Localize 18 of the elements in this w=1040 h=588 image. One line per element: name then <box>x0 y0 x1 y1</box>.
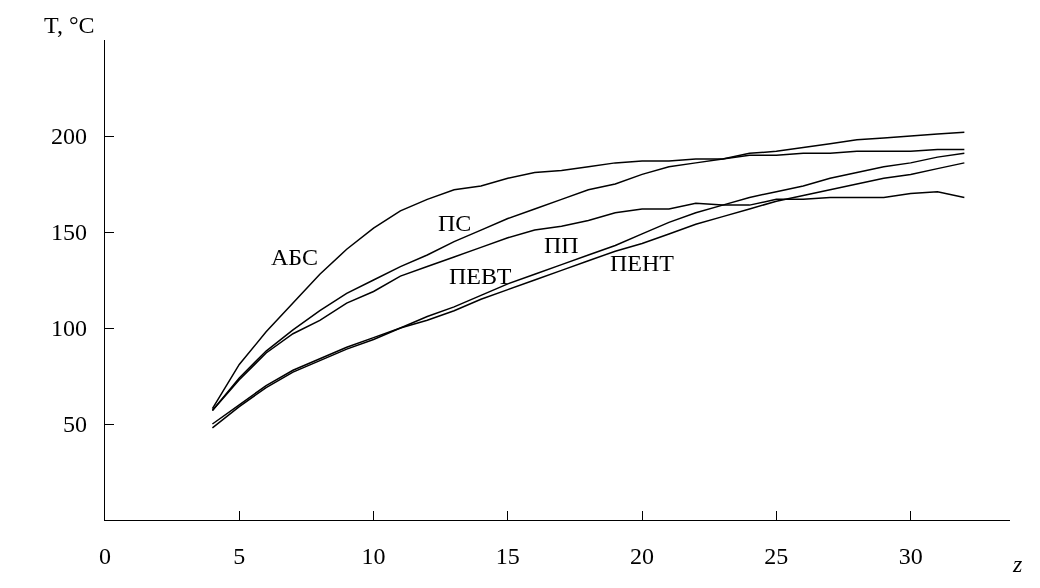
x-tick-label: 25 <box>764 543 789 570</box>
y-tick-label: 100 <box>50 315 87 342</box>
x-tick-label: 0 <box>99 543 111 570</box>
x-axis-title: z <box>1012 551 1023 577</box>
x-tick-label: 15 <box>495 543 520 570</box>
y-tick-label: 150 <box>50 219 87 246</box>
series-label: ПП <box>544 232 579 258</box>
y-axis-title: T, °C <box>44 12 95 38</box>
series-label: ПЕНТ <box>610 250 675 276</box>
series-label: АБС <box>271 244 318 270</box>
x-tick-label: 30 <box>898 543 923 570</box>
y-tick-label: 200 <box>50 123 87 150</box>
series-label: ПЕВТ <box>449 263 512 289</box>
series-label: ПС <box>438 210 472 236</box>
y-tick-label: 50 <box>62 411 87 438</box>
x-tick-label: 20 <box>630 543 655 570</box>
x-tick-label: 10 <box>361 543 386 570</box>
x-tick-label: 5 <box>233 543 246 570</box>
